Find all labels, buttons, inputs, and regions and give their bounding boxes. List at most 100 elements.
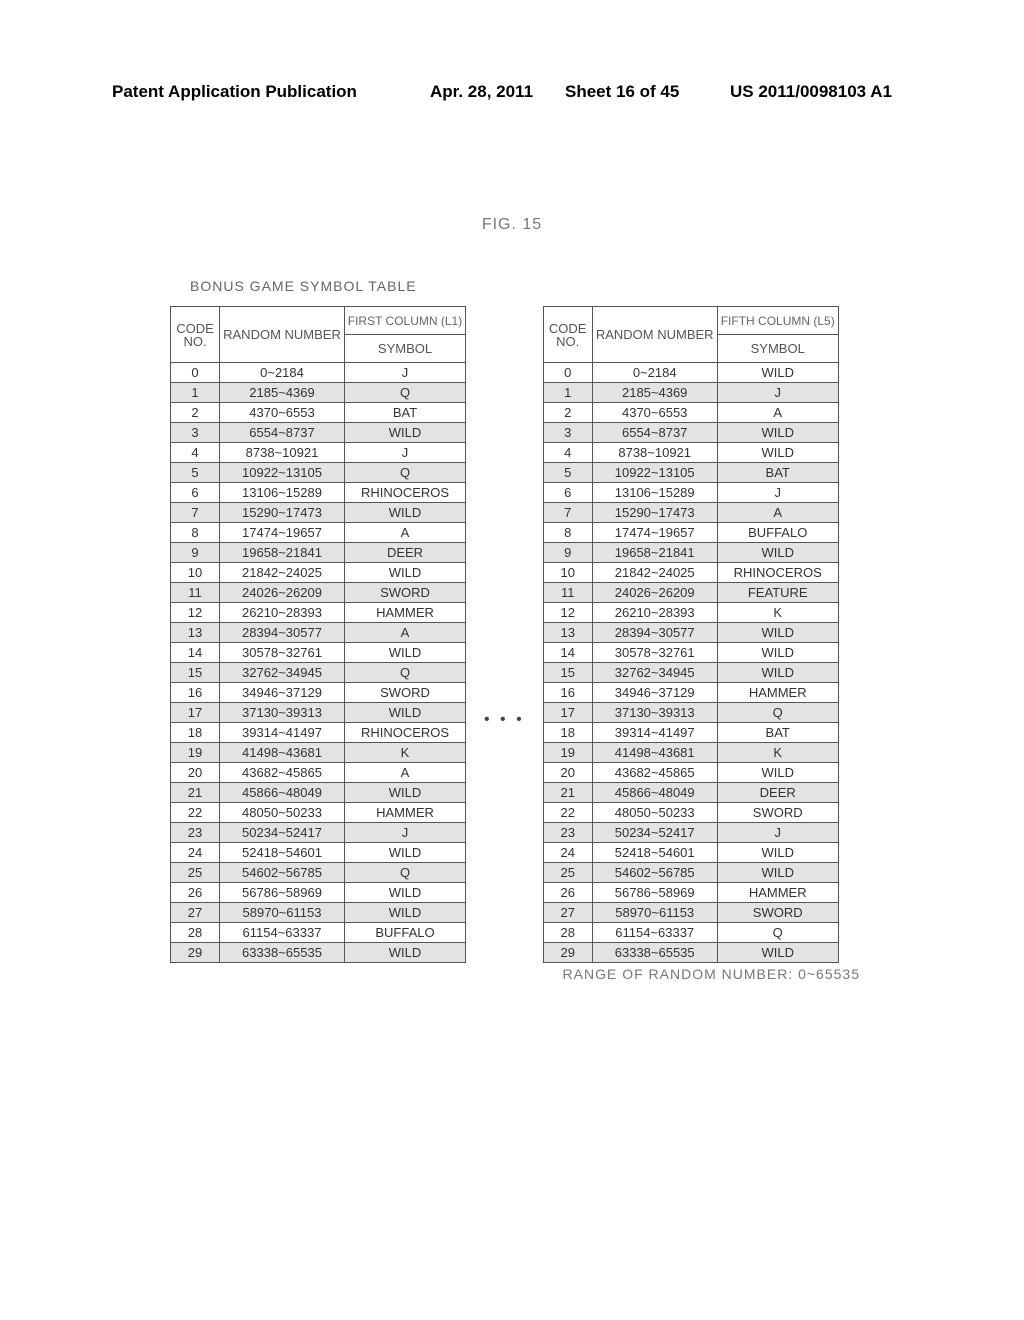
- cell-code: 19: [543, 743, 592, 763]
- cell-code: 25: [543, 863, 592, 883]
- cell-random: 39314~41497: [220, 723, 345, 743]
- cell-symbol: WILD: [717, 543, 838, 563]
- cell-symbol: WILD: [345, 563, 466, 583]
- cell-symbol: J: [717, 483, 838, 503]
- right-table-top-label: FIFTH COLUMN (L5): [717, 307, 838, 335]
- cell-random: 30578~32761: [220, 643, 345, 663]
- cell-code: 7: [543, 503, 592, 523]
- ellipsis-icon: • • •: [466, 711, 543, 729]
- table-row: 2043682~45865A: [171, 763, 466, 783]
- cell-code: 28: [543, 923, 592, 943]
- cell-random: 41498~43681: [220, 743, 345, 763]
- table-row: 1839314~41497BAT: [543, 723, 838, 743]
- cell-code: 5: [171, 463, 220, 483]
- col-header-symbol: SYMBOL: [717, 335, 838, 363]
- cell-code: 26: [543, 883, 592, 903]
- left-table-wrap: CODE NO. RANDOM NUMBER FIRST COLUMN (L1)…: [170, 306, 466, 963]
- cell-symbol: K: [717, 743, 838, 763]
- cell-code: 20: [171, 763, 220, 783]
- cell-code: 1: [171, 383, 220, 403]
- cell-symbol: WILD: [717, 623, 838, 643]
- col-header-random: RANDOM NUMBER: [220, 307, 345, 363]
- cell-random: 15290~17473: [220, 503, 345, 523]
- table-row: 1328394~30577WILD: [543, 623, 838, 643]
- cell-random: 6554~8737: [220, 423, 345, 443]
- cell-random: 21842~24025: [220, 563, 345, 583]
- cell-symbol: WILD: [345, 783, 466, 803]
- table-row: 2656786~58969HAMMER: [543, 883, 838, 903]
- cell-random: 17474~19657: [220, 523, 345, 543]
- cell-random: 63338~65535: [220, 943, 345, 963]
- cell-random: 43682~45865: [220, 763, 345, 783]
- cell-code: 21: [171, 783, 220, 803]
- cell-random: 54602~56785: [220, 863, 345, 883]
- table-row: 36554~8737WILD: [171, 423, 466, 443]
- cell-random: 4370~6553: [220, 403, 345, 423]
- cell-random: 48050~50233: [220, 803, 345, 823]
- cell-random: 32762~34945: [220, 663, 345, 683]
- table-row: 12185~4369J: [543, 383, 838, 403]
- cell-code: 10: [543, 563, 592, 583]
- table-row: 919658~21841WILD: [543, 543, 838, 563]
- cell-symbol: WILD: [717, 763, 838, 783]
- cell-symbol: RHINOCEROS: [345, 723, 466, 743]
- cell-random: 19658~21841: [220, 543, 345, 563]
- table-row: 1124026~26209SWORD: [171, 583, 466, 603]
- table-row: 510922~13105Q: [171, 463, 466, 483]
- cell-symbol: WILD: [345, 423, 466, 443]
- cell-symbol: A: [345, 523, 466, 543]
- table-title: BONUS GAME SYMBOL TABLE: [190, 278, 417, 294]
- cell-symbol: A: [345, 763, 466, 783]
- table-row: 2043682~45865WILD: [543, 763, 838, 783]
- table-row: 1226210~28393K: [543, 603, 838, 623]
- figure-label: FIG. 15: [0, 216, 1024, 234]
- cell-code: 4: [171, 443, 220, 463]
- cell-random: 10922~13105: [220, 463, 345, 483]
- cell-code: 21: [543, 783, 592, 803]
- table-row: 2248050~50233SWORD: [543, 803, 838, 823]
- cell-random: 0~2184: [220, 363, 345, 383]
- cell-code: 14: [171, 643, 220, 663]
- table-row: 1839314~41497RHINOCEROS: [171, 723, 466, 743]
- table-row: 2350234~52417J: [171, 823, 466, 843]
- table-row: 2350234~52417J: [543, 823, 838, 843]
- cell-random: 52418~54601: [592, 843, 717, 863]
- table-row: 1021842~24025RHINOCEROS: [543, 563, 838, 583]
- cell-random: 58970~61153: [592, 903, 717, 923]
- cell-random: 2185~4369: [592, 383, 717, 403]
- cell-code: 7: [171, 503, 220, 523]
- cell-code: 18: [543, 723, 592, 743]
- table-row: 48738~10921WILD: [543, 443, 838, 463]
- table-row: 613106~15289J: [543, 483, 838, 503]
- header-number: US 2011/0098103 A1: [730, 82, 892, 102]
- cell-code: 13: [171, 623, 220, 643]
- cell-code: 17: [171, 703, 220, 723]
- cell-random: 21842~24025: [592, 563, 717, 583]
- cell-symbol: RHINOCEROS: [717, 563, 838, 583]
- cell-symbol: J: [717, 823, 838, 843]
- table-row: 1430578~32761WILD: [171, 643, 466, 663]
- cell-code: 25: [171, 863, 220, 883]
- cell-code: 29: [543, 943, 592, 963]
- cell-code: 15: [543, 663, 592, 683]
- cell-symbol: J: [345, 823, 466, 843]
- cell-random: 26210~28393: [592, 603, 717, 623]
- cell-symbol: HAMMER: [345, 803, 466, 823]
- cell-symbol: WILD: [345, 843, 466, 863]
- left-table: CODE NO. RANDOM NUMBER FIRST COLUMN (L1)…: [170, 306, 466, 963]
- cell-symbol: Q: [345, 383, 466, 403]
- page: Patent Application Publication Apr. 28, …: [0, 0, 1024, 1320]
- cell-random: 19658~21841: [592, 543, 717, 563]
- cell-symbol: HAMMER: [717, 883, 838, 903]
- cell-random: 24026~26209: [220, 583, 345, 603]
- cell-random: 43682~45865: [592, 763, 717, 783]
- cell-random: 30578~32761: [592, 643, 717, 663]
- table-row: 1328394~30577A: [171, 623, 466, 643]
- cell-code: 3: [171, 423, 220, 443]
- cell-code: 9: [543, 543, 592, 563]
- cell-code: 16: [543, 683, 592, 703]
- cell-code: 22: [171, 803, 220, 823]
- cell-random: 32762~34945: [592, 663, 717, 683]
- cell-code: 12: [171, 603, 220, 623]
- cell-symbol: A: [717, 403, 838, 423]
